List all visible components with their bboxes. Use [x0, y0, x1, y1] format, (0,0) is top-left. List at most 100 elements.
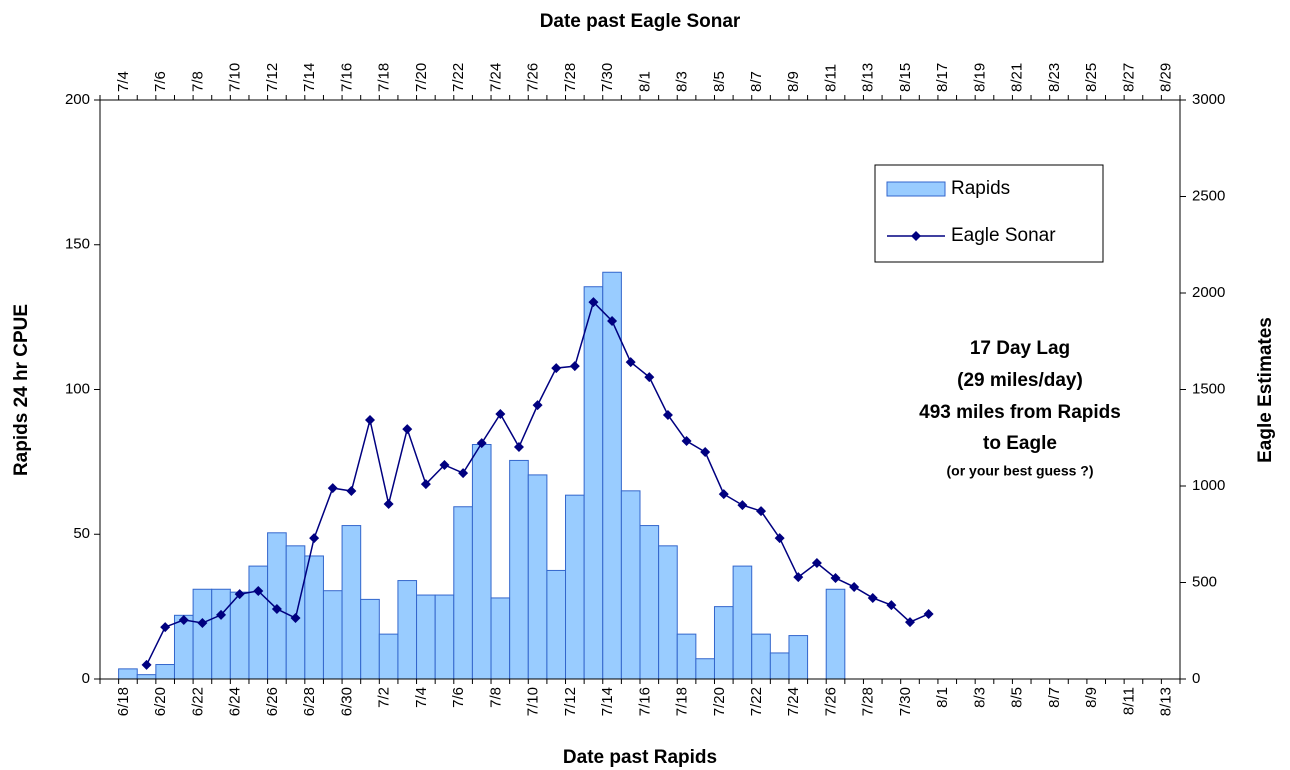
marker — [532, 400, 543, 411]
x-tick-label: 7/8 — [487, 687, 504, 708]
x2-tick-label: 8/19 — [971, 63, 988, 92]
x-tick-label: 6/24 — [227, 687, 244, 716]
marker — [141, 659, 152, 670]
y2-axis-title: Eagle Estimates — [1255, 317, 1276, 463]
y-tick-label: 0 — [82, 670, 90, 687]
bar — [192, 588, 213, 680]
marker — [867, 592, 878, 603]
x-tick-label: 8/3 — [971, 687, 988, 708]
x-axis-title: Date past Rapids — [563, 747, 717, 768]
bar — [211, 588, 231, 680]
y-tick-label: 100 — [65, 380, 90, 397]
legend-marker — [911, 231, 921, 241]
annotation: (or your best guess ?) — [946, 463, 1093, 479]
marker — [420, 479, 431, 490]
x-tick-label: 7/10 — [525, 687, 542, 716]
x-tick-label: 6/20 — [152, 687, 169, 716]
marker — [830, 573, 841, 584]
marker — [551, 363, 562, 374]
marker — [644, 372, 655, 383]
x2-tick-label: 7/12 — [264, 63, 281, 92]
bar — [509, 459, 529, 680]
bar — [322, 590, 343, 680]
marker — [756, 506, 767, 517]
x2-tick-label: 8/25 — [1083, 63, 1100, 92]
x-tick-label: 6/26 — [264, 687, 281, 716]
bar — [788, 635, 809, 680]
bar — [248, 565, 269, 680]
x2-tick-label: 8/17 — [934, 63, 951, 92]
x2-tick-label: 7/8 — [189, 71, 206, 92]
marker — [458, 468, 469, 479]
y2-tick-label: 500 — [1192, 573, 1217, 590]
bar — [658, 545, 678, 680]
marker — [607, 315, 618, 326]
y2-tick-label: 3000 — [1192, 91, 1225, 108]
marker — [346, 486, 357, 497]
marker — [793, 572, 804, 583]
legend-box — [874, 164, 1104, 263]
annotation: to Eagle — [983, 433, 1057, 454]
bar — [229, 591, 250, 680]
bar — [769, 652, 790, 680]
x2-tick-label: 7/10 — [227, 63, 244, 92]
x2-tick-label: 7/14 — [301, 63, 318, 92]
legend-swatch — [886, 181, 946, 197]
bar — [285, 545, 306, 680]
marker — [774, 533, 785, 544]
bar — [732, 565, 753, 680]
bar — [639, 525, 660, 680]
marker — [886, 600, 897, 611]
x2-tick-label: 8/9 — [785, 71, 802, 92]
bar — [676, 633, 697, 680]
y-tick-label: 200 — [65, 91, 90, 108]
legend-label: Eagle Sonar — [951, 225, 1056, 246]
y2-tick-label: 1500 — [1192, 380, 1225, 397]
marker — [402, 424, 413, 435]
y2-tick-label: 1000 — [1192, 477, 1225, 494]
bar — [378, 633, 399, 680]
y2-tick-label: 0 — [1192, 670, 1200, 687]
marker — [495, 409, 506, 420]
x2-tick-label: 8/15 — [897, 63, 914, 92]
x2-tick-label: 8/3 — [674, 71, 691, 92]
legend-label: Rapids — [951, 178, 1010, 199]
marker — [365, 414, 375, 425]
bar — [397, 580, 418, 680]
marker — [737, 500, 748, 511]
bar — [118, 668, 138, 680]
y-axis-title: Rapids 24 hr CPUE — [11, 304, 32, 476]
marker — [905, 617, 915, 628]
x2-tick-label: 7/6 — [152, 71, 169, 92]
marker — [588, 297, 599, 308]
x-tick-label: 7/30 — [897, 687, 914, 716]
x-tick-label: 8/11 — [1120, 687, 1137, 715]
x2-tick-label: 8/7 — [748, 71, 765, 92]
x-tick-label: 8/13 — [1158, 687, 1175, 716]
x-tick-label: 7/14 — [599, 687, 616, 716]
marker — [625, 357, 636, 368]
x-tick-label: 7/12 — [562, 687, 579, 716]
x-tick-label: 8/1 — [934, 687, 951, 708]
plot-border — [99, 99, 1181, 680]
bar — [304, 555, 324, 680]
bar — [341, 525, 362, 680]
bar — [751, 633, 771, 680]
marker — [811, 558, 822, 569]
x2-tick-label: 7/24 — [487, 63, 504, 92]
annotation: (29 miles/day) — [957, 370, 1083, 391]
marker — [290, 613, 301, 624]
marker — [569, 361, 580, 372]
x2-tick-label: 7/30 — [599, 63, 616, 92]
x-tick-label: 7/2 — [376, 687, 393, 708]
y2-tick-label: 2000 — [1192, 284, 1225, 301]
x2-tick-label: 8/13 — [860, 63, 877, 92]
marker — [439, 459, 450, 470]
marker — [923, 608, 934, 619]
bar — [825, 588, 846, 680]
x-tick-label: 7/22 — [748, 687, 765, 716]
x-tick-label: 7/24 — [785, 687, 802, 716]
x-tick-label: 6/30 — [338, 687, 355, 716]
bar — [490, 597, 511, 680]
x2-tick-label: 8/21 — [1009, 63, 1026, 92]
